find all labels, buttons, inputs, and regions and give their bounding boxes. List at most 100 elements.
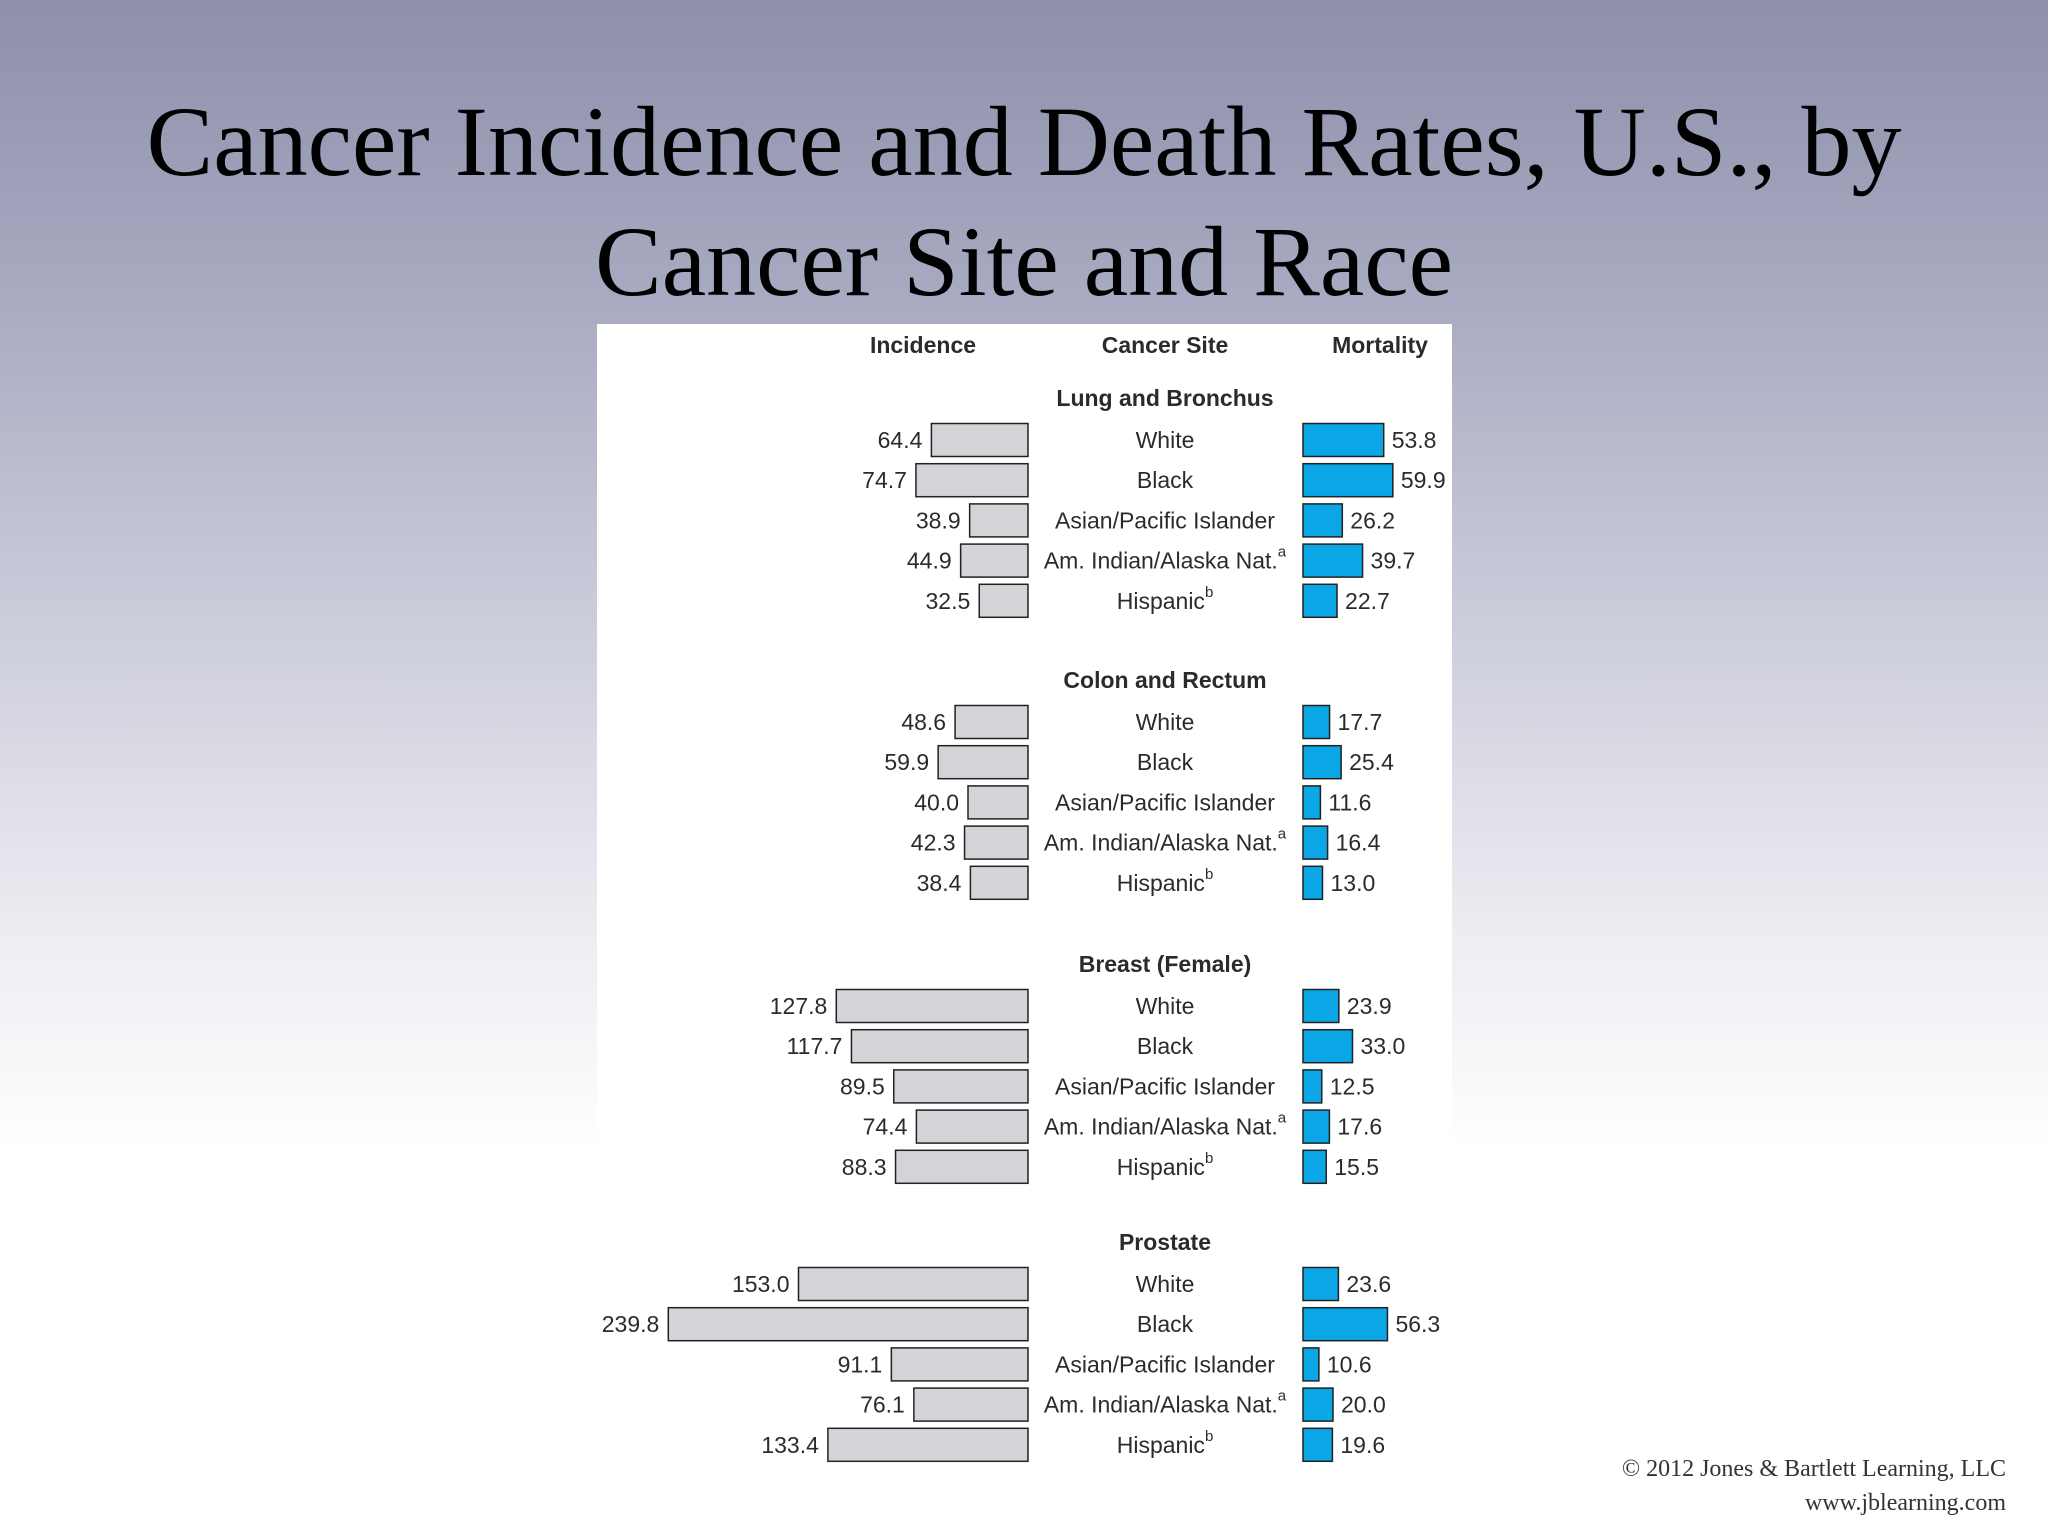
group-title: Lung and Bronchus: [1056, 385, 1273, 411]
incidence-bar: [667, 1306, 1029, 1342]
group-title: Prostate: [1119, 1229, 1211, 1255]
mortality-value-label: 23.6: [1346, 1271, 1391, 1297]
row-label-footnote: a: [1278, 825, 1287, 842]
mortality-value-label: 59.9: [1401, 467, 1446, 493]
incidence-bar: [937, 744, 1029, 780]
mortality-bar: [1302, 503, 1344, 538]
row-label: White: [1136, 709, 1195, 735]
slide-title-line2: Cancer Site and Race: [595, 206, 1453, 317]
row-label-text: Black: [1137, 1033, 1194, 1059]
mortality-bar: [1302, 1306, 1389, 1342]
row-label-footnote: a: [1278, 543, 1287, 560]
slide-title-line1: Cancer Incidence and Death Rates, U.S., …: [146, 86, 1902, 197]
row-label-text: White: [1136, 427, 1195, 453]
row-label-text: Am. Indian/Alaska Nat.: [1044, 1392, 1278, 1418]
row-label: Black: [1137, 749, 1194, 775]
mortality-bar: [1302, 704, 1331, 740]
mortality-value-label: 11.6: [1328, 789, 1371, 815]
incidence-value-label: 239.8: [602, 1311, 660, 1337]
incidence-bar: [850, 1028, 1029, 1064]
mortality-value-label: 12.5: [1330, 1073, 1375, 1099]
mortality-bar: [1302, 744, 1342, 780]
row-label: White: [1136, 1271, 1195, 1297]
row-label: Asian/Pacific Islander: [1055, 1351, 1275, 1377]
mortality-value-label: 19.6: [1340, 1432, 1385, 1458]
row-label-footnote: b: [1205, 1427, 1213, 1444]
row-label: Asian/Pacific Islander: [1055, 507, 1275, 533]
row-label-footnote: b: [1205, 865, 1213, 882]
incidence-bar: [827, 1427, 1029, 1463]
incidence-value-label: 48.6: [901, 709, 946, 735]
row-label-text: Am. Indian/Alaska Nat.: [1044, 548, 1278, 574]
mortality-value-label: 22.7: [1345, 588, 1390, 614]
row-label: Hispanicb: [1117, 1427, 1214, 1458]
incidence-value-label: 91.1: [838, 1351, 883, 1377]
mortality-value-label: 16.4: [1336, 830, 1381, 856]
incidence-bar: [894, 1149, 1029, 1185]
row-label-text: Asian/Pacific Islander: [1055, 789, 1275, 815]
row-label: Am. Indian/Alaska Nat.a: [1044, 1387, 1287, 1418]
incidence-bar: [915, 1109, 1029, 1144]
mortality-value-label: 56.3: [1395, 1311, 1440, 1337]
mortality-bar: [1302, 1387, 1334, 1422]
row-label: Hispanicb: [1117, 1149, 1214, 1180]
mortality-bar: [1302, 1069, 1323, 1104]
row-label: Am. Indian/Alaska Nat.a: [1044, 825, 1287, 856]
incidence-value-label: 153.0: [732, 1271, 790, 1297]
incidence-bar: [978, 583, 1029, 619]
incidence-bar: [797, 1266, 1029, 1302]
row-label: Hispanicb: [1117, 583, 1214, 614]
mortality-value-label: 53.8: [1392, 427, 1437, 453]
row-label-text: White: [1136, 993, 1195, 1019]
incidence-bar: [967, 785, 1029, 820]
incidence-value-label: 127.8: [770, 993, 828, 1019]
row-label-footnote: b: [1205, 1149, 1213, 1166]
header-mortality: Mortality: [1332, 332, 1428, 358]
incidence-bar: [963, 825, 1029, 860]
mortality-value-label: 17.6: [1337, 1114, 1382, 1140]
mortality-bar: [1302, 825, 1329, 860]
incidence-value-label: 76.1: [860, 1392, 905, 1418]
website-text: www.jblearning.com: [1804, 1490, 2006, 1516]
incidence-value-label: 38.9: [916, 507, 961, 533]
incidence-value-label: 42.3: [911, 830, 956, 856]
row-label: Black: [1137, 467, 1194, 493]
slide-title: Cancer Incidence and Death Rates, U.S., …: [0, 82, 2048, 322]
header-incidence: Incidence: [870, 332, 976, 358]
row-label-text: White: [1136, 709, 1195, 735]
mortality-bar: [1302, 1109, 1331, 1144]
incidence-mortality-chart: Incidence Cancer Site Mortality Lung and Br…: [602, 332, 1446, 1463]
row-label-text: Hispanic: [1117, 1432, 1205, 1458]
incidence-bar: [835, 988, 1029, 1024]
mortality-bar: [1302, 543, 1364, 578]
incidence-bar: [915, 462, 1029, 498]
row-label: Asian/Pacific Islander: [1055, 789, 1275, 815]
mortality-bar: [1302, 462, 1394, 498]
incidence-value-label: 117.7: [787, 1033, 843, 1059]
incidence-value-label: 74.4: [863, 1114, 908, 1140]
row-label-text: Hispanic: [1117, 588, 1205, 614]
row-label-footnote: a: [1278, 1109, 1287, 1126]
row-label-text: Black: [1137, 1311, 1194, 1337]
row-label-text: Am. Indian/Alaska Nat.: [1044, 830, 1278, 856]
incidence-bar: [969, 865, 1029, 901]
mortality-value-label: 15.5: [1334, 1154, 1379, 1180]
mortality-bar: [1302, 1347, 1320, 1382]
row-label-text: Asian/Pacific Islander: [1055, 1351, 1275, 1377]
incidence-value-label: 59.9: [884, 749, 929, 775]
mortality-bar: [1302, 583, 1338, 619]
group-title: Colon and Rectum: [1063, 667, 1266, 693]
incidence-bar: [893, 1069, 1029, 1104]
row-label-text: Black: [1137, 749, 1194, 775]
copyright-text: © 2012 Jones & Bartlett Learning, LLC: [1621, 1456, 2006, 1482]
incidence-bar: [959, 543, 1029, 578]
header-cancer-site: Cancer Site: [1102, 332, 1229, 358]
mortality-value-label: 33.0: [1361, 1033, 1406, 1059]
mortality-value-label: 26.2: [1350, 507, 1395, 533]
incidence-value-label: 40.0: [914, 789, 959, 815]
row-label-text: Asian/Pacific Islander: [1055, 507, 1275, 533]
incidence-value-label: 89.5: [840, 1073, 885, 1099]
chart-panel: Incidence Cancer Site Mortality Lung and Br…: [597, 324, 1452, 1536]
row-label: Black: [1137, 1311, 1194, 1337]
mortality-bar: [1302, 1266, 1340, 1302]
